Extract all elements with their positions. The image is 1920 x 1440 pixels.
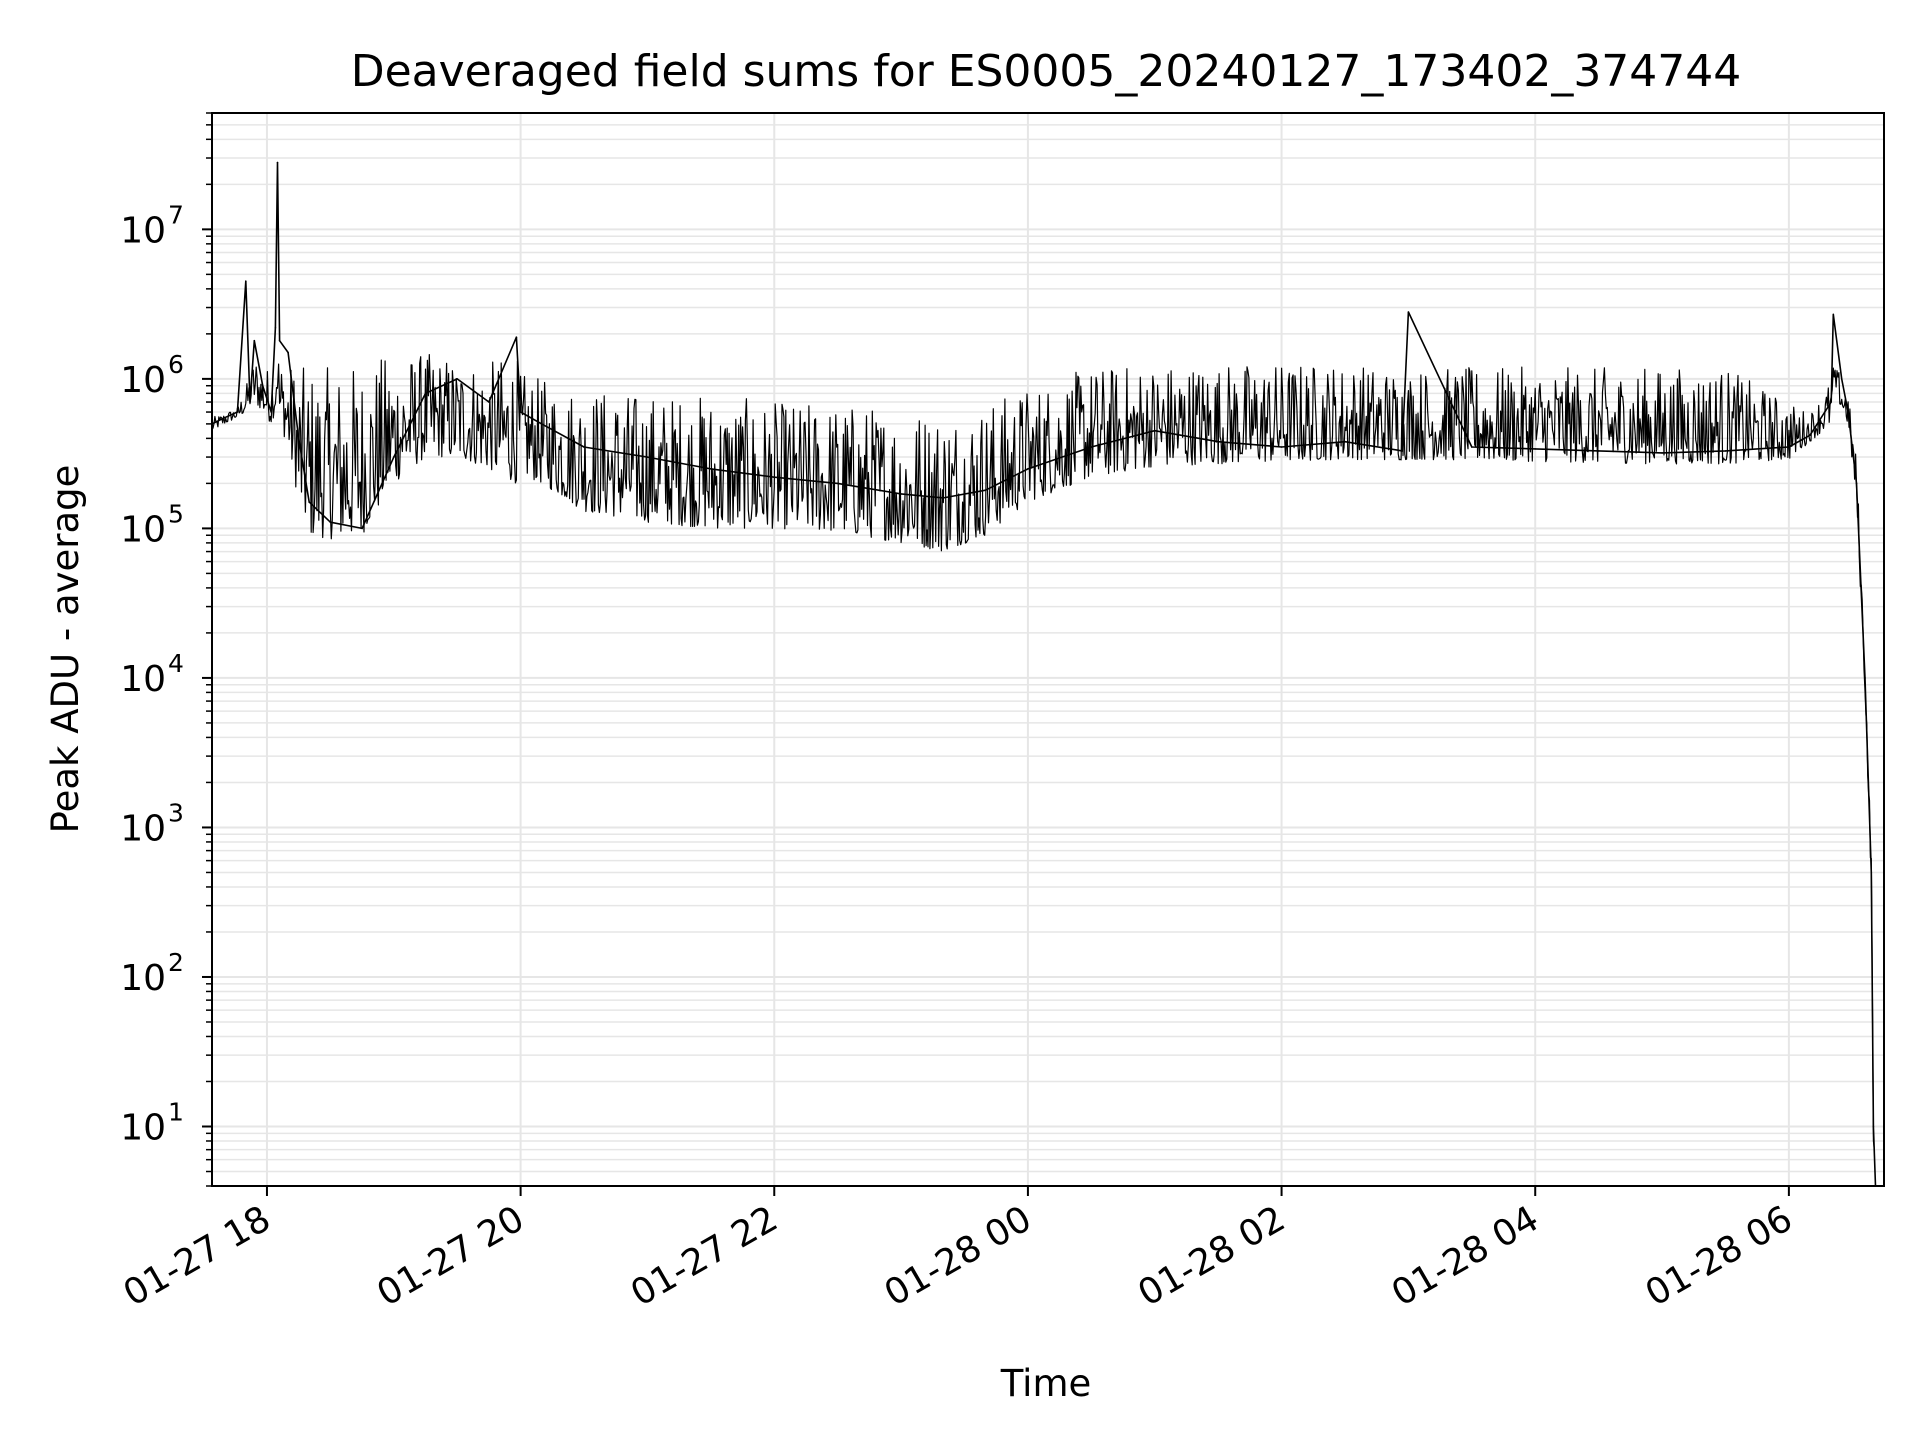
data-point bbox=[710, 468, 712, 470]
data-point bbox=[261, 384, 264, 387]
series-noise-band bbox=[211, 354, 1876, 1152]
x-axis-label: Time bbox=[1000, 1362, 1092, 1405]
y-tick-label: 10 bbox=[120, 360, 166, 401]
y-tick-exponent: 5 bbox=[168, 499, 184, 528]
data-point bbox=[1217, 440, 1219, 443]
data-point bbox=[1027, 468, 1029, 470]
y-tick-exponent: 1 bbox=[168, 1097, 184, 1126]
series-layer bbox=[211, 161, 1877, 1187]
y-tick-label: 10 bbox=[120, 958, 166, 999]
data-point bbox=[1855, 482, 1858, 485]
data-point bbox=[287, 351, 289, 354]
y-tick-label: 10 bbox=[120, 659, 166, 700]
data-point bbox=[583, 446, 585, 448]
y-tick-label: 10 bbox=[120, 1107, 166, 1148]
data-point bbox=[646, 456, 649, 458]
chart-title: Deaveraged field sums for ES0005_2024012… bbox=[351, 46, 1742, 97]
plot-frame bbox=[211, 112, 1885, 1187]
data-point bbox=[456, 378, 459, 380]
data-point bbox=[1344, 440, 1346, 443]
data-point bbox=[1534, 448, 1536, 450]
data-point bbox=[1847, 411, 1849, 413]
data-point bbox=[1840, 378, 1843, 380]
y-tick-label: 10 bbox=[120, 509, 166, 550]
data-point bbox=[1832, 313, 1835, 316]
data-point bbox=[1153, 429, 1156, 432]
data-point bbox=[236, 411, 239, 413]
data-point bbox=[519, 411, 522, 413]
y-tick-exponent: 2 bbox=[168, 948, 184, 977]
y-tick-exponent: 3 bbox=[168, 798, 184, 827]
data-point bbox=[1407, 311, 1410, 313]
data-point bbox=[1809, 434, 1811, 437]
data-point bbox=[253, 339, 256, 342]
data-point bbox=[276, 161, 279, 164]
data-point bbox=[1090, 446, 1093, 448]
data-point bbox=[361, 527, 363, 530]
data-point bbox=[942, 497, 945, 499]
y-tick-label: 10 bbox=[120, 210, 166, 251]
y-tick-exponent: 4 bbox=[168, 649, 184, 678]
y-tick-label: 10 bbox=[120, 808, 166, 849]
data-point bbox=[515, 336, 518, 339]
data-point bbox=[297, 437, 300, 440]
data-point bbox=[308, 501, 311, 503]
data-point bbox=[393, 456, 395, 458]
data-point bbox=[329, 521, 332, 523]
data-point bbox=[1870, 871, 1873, 874]
data-point bbox=[836, 482, 839, 485]
data-point bbox=[270, 411, 273, 413]
data-point bbox=[900, 493, 902, 495]
data-point bbox=[1788, 446, 1790, 448]
data-point bbox=[1830, 401, 1832, 403]
data-point bbox=[249, 401, 251, 403]
y-axis-label: Peak ADU - average bbox=[44, 465, 87, 834]
data-point bbox=[278, 339, 281, 342]
data-point bbox=[1597, 450, 1600, 452]
data-point bbox=[1661, 452, 1663, 454]
y-tick-exponent: 7 bbox=[168, 200, 184, 229]
y-tick-exponent: 6 bbox=[168, 350, 184, 379]
data-point bbox=[540, 423, 543, 425]
data-point bbox=[1864, 677, 1866, 679]
data-point bbox=[1724, 450, 1727, 452]
data-point bbox=[1471, 446, 1473, 448]
data-point bbox=[1872, 1125, 1875, 1128]
data-point bbox=[488, 401, 490, 403]
data-point bbox=[424, 392, 427, 395]
data-point bbox=[773, 476, 776, 479]
data-point bbox=[984, 489, 987, 492]
data-point bbox=[245, 280, 247, 283]
data-point bbox=[1401, 450, 1403, 452]
minor-grid bbox=[212, 112, 1884, 1187]
data-point bbox=[274, 326, 277, 329]
data-point bbox=[1280, 446, 1283, 448]
data-point bbox=[223, 416, 226, 419]
